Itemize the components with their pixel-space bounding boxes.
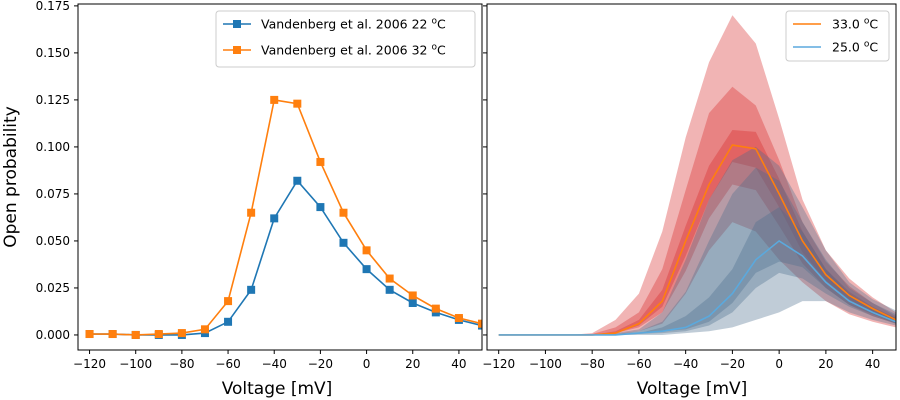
panel-right: −120 −100 −80 −60 −40 −20 0 20 40 Voltage [mV] 3… <box>482 3 897 399</box>
right-band-mid-series-1 <box>498 167 896 335</box>
right-legend-label-1: 25.0 oC <box>832 40 878 55</box>
left-x-ticks: −120 −100 −80 −60 −40 −20 0 20 40 <box>73 350 467 371</box>
left-y-tick-label: 0.025 <box>36 281 70 295</box>
left-series-1-point <box>478 319 482 328</box>
right-x-tick-label: −20 <box>720 357 745 371</box>
left-x-tick-label: 40 <box>451 357 466 371</box>
right-x-tick-label: −100 <box>529 357 562 371</box>
left-series-1-point <box>108 330 117 339</box>
right-legend-entry-0: 33.0 oC <box>793 17 878 32</box>
left-series-1-point <box>85 330 94 339</box>
left-y-tick-label: 0.075 <box>36 187 70 201</box>
right-x-tick-label: 0 <box>775 357 783 371</box>
right-band-outer-series-0 <box>498 15 896 335</box>
left-series-1-point <box>200 325 209 334</box>
left-series-0-point <box>385 285 394 294</box>
right-x-tick-label: 40 <box>865 357 880 371</box>
right-x-tick-label: −60 <box>626 357 651 371</box>
panel-left: −120 −100 −80 −60 −40 −20 0 20 40 0.000 0.025 0.05… <box>1 0 483 399</box>
left-legend-marker-1 <box>233 46 241 54</box>
left-y-tick-label: 0.050 <box>36 234 70 248</box>
left-legend-entry-1: Vandenberg et al. 2006 32 oC <box>223 43 446 58</box>
left-y-tick-label: 0.175 <box>36 0 70 13</box>
left-legend-marker-0 <box>233 20 241 28</box>
left-y-tick-label: 0.125 <box>36 93 70 107</box>
left-series-1-point <box>247 208 256 217</box>
right-band-inner-series-1 <box>498 207 896 335</box>
left-y-tick-label: 0.100 <box>36 140 70 154</box>
right-legend: 33.0 oC 25.0 oC <box>785 10 890 62</box>
left-series-0-point <box>293 176 302 185</box>
left-series-1-point <box>362 246 371 255</box>
right-x-tick-label: −40 <box>673 357 698 371</box>
right-x-tick-label: −80 <box>580 357 605 371</box>
left-y-tick-label: 0.150 <box>36 46 70 60</box>
left-series-0-point <box>316 203 325 212</box>
left-series-1-point <box>224 297 233 306</box>
left-plot-frame <box>77 3 483 351</box>
right-plot-frame <box>486 3 897 351</box>
left-x-tick-label: 0 <box>363 357 371 371</box>
left-series-1-point <box>431 304 440 313</box>
left-series-1-point <box>316 157 325 166</box>
left-x-tick-label: 20 <box>405 357 420 371</box>
left-x-axis-label: Voltage [mV] <box>222 379 333 399</box>
left-series-1-point <box>339 208 348 217</box>
left-x-tick-label: −60 <box>215 357 240 371</box>
y-axis-label: Open probability <box>1 106 21 248</box>
left-legend-box <box>215 10 476 68</box>
left-series-1-point <box>293 99 302 108</box>
left-series-1-point <box>177 329 186 338</box>
left-y-ticks: 0.000 0.025 0.050 0.075 0.100 0.125 0.150 0.175 <box>36 0 78 342</box>
right-x-tick-label: −120 <box>482 357 515 371</box>
left-series <box>85 95 482 339</box>
left-series-0-point <box>362 265 371 274</box>
left-x-tick-label: −20 <box>308 357 333 371</box>
left-x-tick-label: −100 <box>119 357 152 371</box>
right-band-outer-series-1 <box>498 146 896 335</box>
left-series-1-point <box>454 314 463 323</box>
right-x-axis-label: Voltage [mV] <box>637 379 748 399</box>
left-legend-label-0: Vandenberg et al. 2006 22 oC <box>261 17 446 32</box>
left-series-1-point <box>154 330 163 339</box>
left-series-0-point <box>247 285 256 294</box>
left-series-1-point <box>131 330 140 339</box>
right-legend-label-0: 33.0 oC <box>832 17 878 32</box>
left-series-1-point <box>408 291 417 300</box>
left-legend-label-1: Vandenberg et al. 2006 32 oC <box>261 43 446 58</box>
left-series-0-point <box>339 238 348 247</box>
left-series-1-point <box>270 95 279 104</box>
left-x-tick-label: −40 <box>262 357 287 371</box>
right-legend-entry-1: 25.0 oC <box>793 40 878 55</box>
right-series-line-1 <box>498 239 896 336</box>
right-y-ticks <box>483 5 487 336</box>
left-legend: Vandenberg et al. 2006 22 oC Vandenberg … <box>215 10 476 68</box>
right-series <box>498 144 896 336</box>
left-y-tick-label: 0.000 <box>36 328 70 342</box>
left-series-0-point <box>408 298 417 307</box>
right-x-tick-label: 20 <box>818 357 833 371</box>
left-series-1-point <box>385 274 394 283</box>
left-series-0-point <box>270 214 279 223</box>
left-x-tick-label: −80 <box>169 357 194 371</box>
left-series-0-point <box>224 317 233 326</box>
left-legend-entry-0: Vandenberg et al. 2006 22 oC <box>223 17 446 32</box>
right-x-ticks: −120 −100 −80 −60 −40 −20 0 20 40 <box>482 350 880 371</box>
left-x-tick-label: −120 <box>73 357 106 371</box>
